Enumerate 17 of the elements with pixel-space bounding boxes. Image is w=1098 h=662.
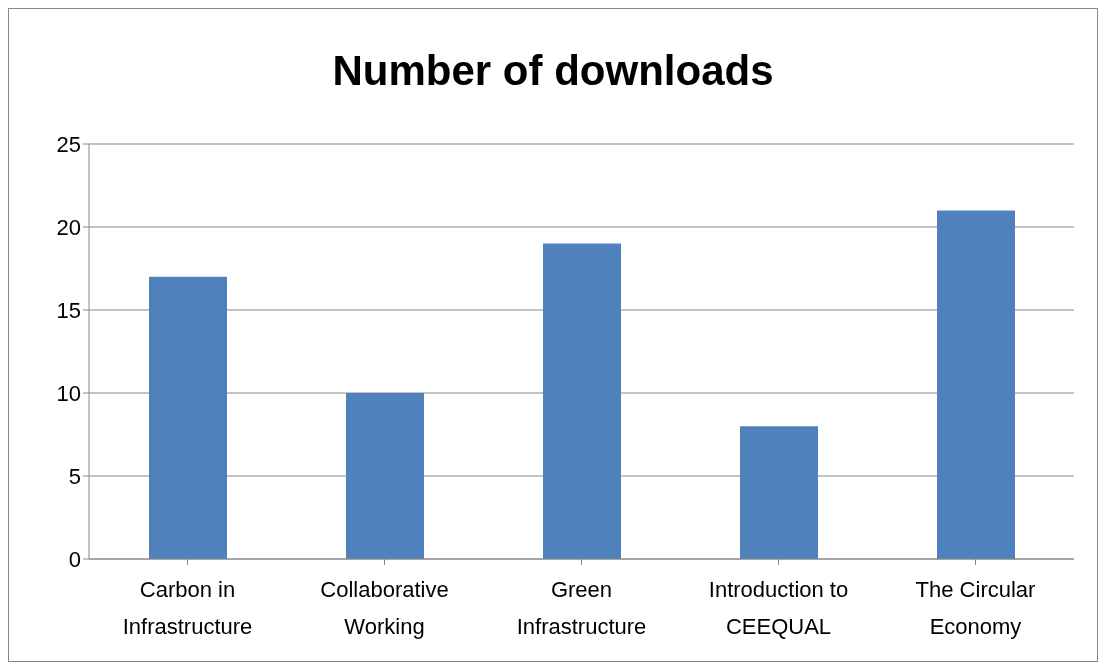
y-tick-label: 20 bbox=[56, 214, 81, 240]
y-tick-label: 0 bbox=[68, 546, 81, 572]
y-tick-label: 25 bbox=[56, 131, 81, 157]
y-tick-label: 5 bbox=[68, 463, 81, 489]
y-tick-label: 10 bbox=[56, 380, 81, 406]
x-tick-label: Carbon in Infrastructure bbox=[122, 577, 253, 639]
bar bbox=[543, 243, 621, 559]
x-tick-label: Collaborative Working bbox=[320, 577, 449, 639]
x-tick-label: The Circular Economy bbox=[915, 577, 1036, 639]
x-tick-label: Introduction to CEEQUAL bbox=[708, 577, 849, 639]
bar bbox=[740, 426, 818, 559]
x-tick-label: Green Infrastructure bbox=[516, 577, 647, 639]
bar bbox=[149, 276, 227, 559]
y-tick-label: 15 bbox=[56, 297, 81, 323]
bar bbox=[346, 393, 424, 559]
bar bbox=[937, 210, 1015, 559]
chart-title: Number of downloads bbox=[331, 47, 775, 95]
